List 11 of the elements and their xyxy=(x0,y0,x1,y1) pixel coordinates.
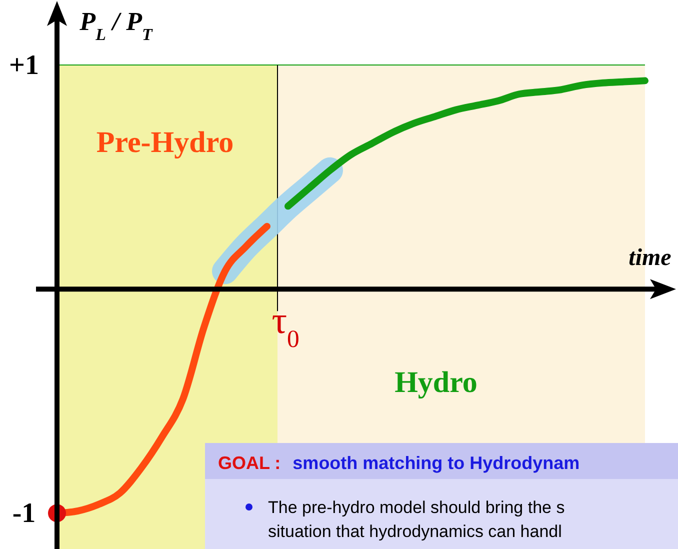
annotation: situation that hydrodynamics can handl xyxy=(268,522,562,541)
annotation: The pre-hydro model should bring the s xyxy=(268,498,565,517)
annotation: Hydro xyxy=(394,366,478,399)
annotation: smooth matching to Hydrodynam xyxy=(292,453,580,473)
y-axis-title: P$_{L}$ / P$_{T}$ xyxy=(78,7,153,44)
x-axis-title: time xyxy=(628,245,672,272)
y-tick-label: +1 xyxy=(9,50,39,81)
y-tick-label: -1 xyxy=(12,498,36,530)
annotation: GOAL : xyxy=(218,453,281,473)
annotation: Pre-Hydro xyxy=(96,126,234,159)
annotation: τ$_{0}$ xyxy=(272,300,300,353)
